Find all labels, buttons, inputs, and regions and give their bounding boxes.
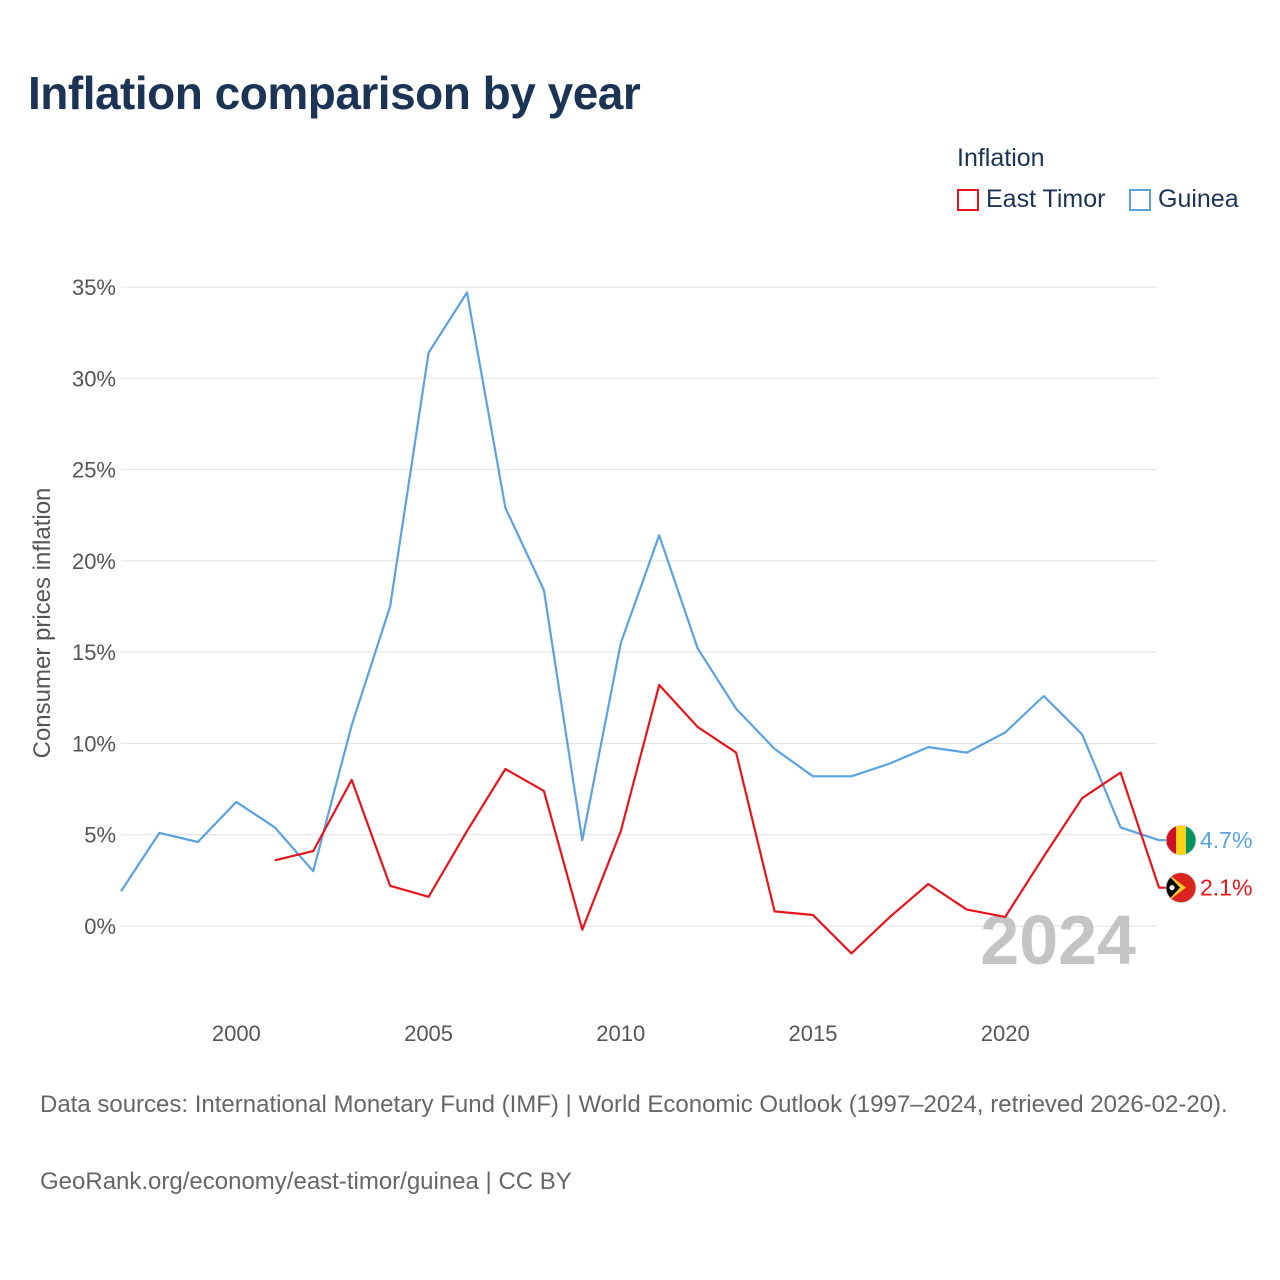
y-tick-label: 5% [84,823,116,848]
chart-title: Inflation comparison by year [28,67,641,119]
x-tick-label: 2020 [981,1021,1030,1046]
legend-item-guinea[interactable]: Guinea [1129,185,1239,214]
end-markers: 4.7% 2.1% [1165,824,1252,904]
footer-link[interactable]: GeoRank.org/economy/east-timor/guinea | … [40,1168,572,1195]
y-tick-label: 35% [72,275,116,300]
y-tick-label: 30% [72,366,116,391]
legend-item-east-timor[interactable]: East Timor [957,185,1105,214]
y-axis-label: Consumer prices inflation [29,488,56,759]
series-line-guinea [120,291,1169,892]
series-lines [120,291,1169,955]
year-watermark: 2024 [980,901,1136,979]
gridlines [121,286,1157,927]
y-tick-label: 15% [72,640,116,665]
line-chart: 0%5%10%15%20%25%30%35% 2000 2005 2010 2015 2… [29,275,1252,1046]
x-tick-label: 2000 [212,1021,261,1046]
y-axis-ticks: 0% 5% 10% 15% 20% 25% 30% 35% [72,275,116,939]
end-value-label-guinea: 4.7% [1200,827,1252,853]
legend-swatch-guinea [1129,188,1151,211]
legend-label-east-timor: East Timor [986,185,1106,213]
legend-title: Inflation [957,144,1045,172]
y-tick-label: 20% [72,549,116,574]
legend-swatch-east-timor [957,188,979,211]
x-tick-label: 2005 [404,1021,453,1046]
series-line-east-timor [274,683,1169,955]
x-axis-ticks: 2000 2005 2010 2015 2020 [212,1021,1030,1046]
end-value-label-east-timor: 2.1% [1200,875,1252,901]
x-tick-label: 2015 [789,1021,838,1046]
legend-label-guinea: Guinea [1158,185,1239,213]
flag-east-timor-icon [1165,872,1197,904]
x-tick-label: 2010 [596,1021,645,1046]
flag-guinea-icon [1165,824,1197,856]
y-tick-label: 10% [72,731,116,756]
y-tick-label: 25% [72,458,116,483]
y-tick-label: 0% [84,914,116,939]
footer-sources: Data sources: International Monetary Fun… [40,1091,1228,1118]
